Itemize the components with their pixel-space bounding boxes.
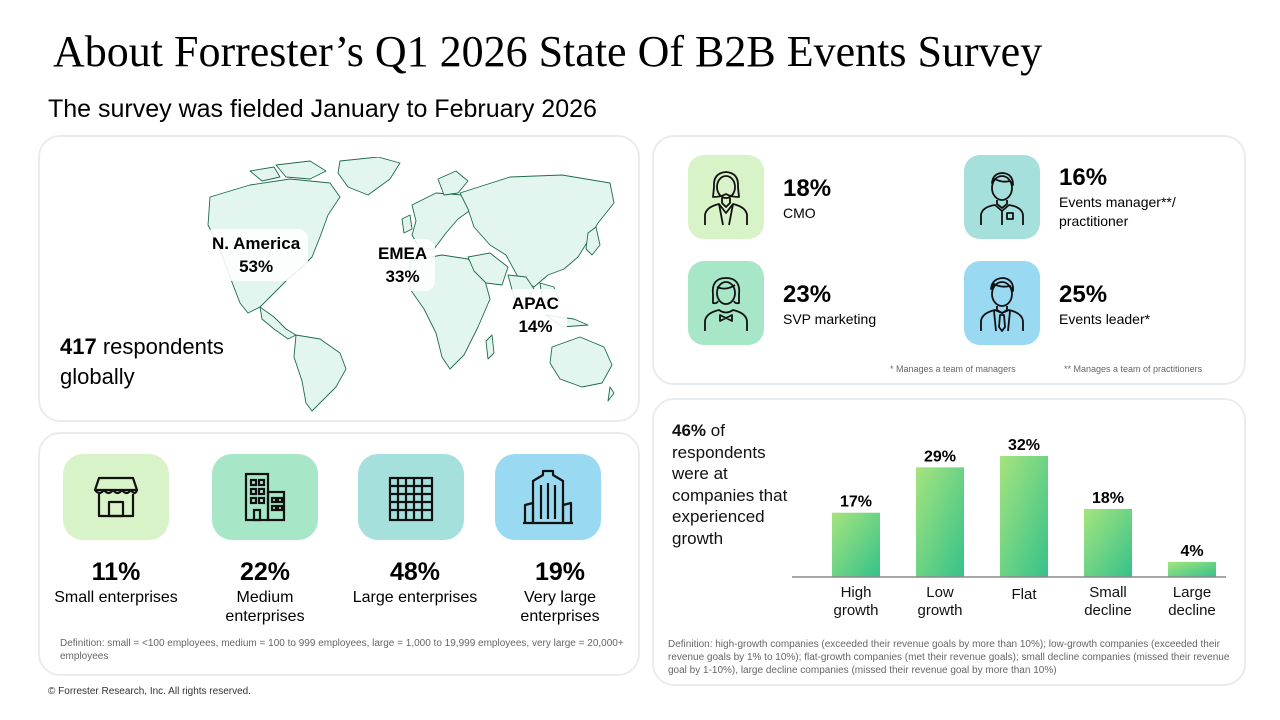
role-percent: 23% [783, 281, 832, 308]
category-label: Flat [1011, 586, 1037, 603]
bar-small-decline [1084, 508, 1132, 577]
bar-low-growth [916, 467, 964, 577]
size-label: Very large enterprises [520, 589, 600, 625]
person-suit-icon [704, 171, 748, 226]
office-building-icon [244, 472, 286, 522]
bar-large-decline [1168, 561, 1216, 577]
category-label: High growth [833, 584, 878, 619]
size-label: Small enterprises [54, 589, 178, 606]
category-label: Low growth [917, 584, 962, 619]
bar-high-growth [832, 512, 880, 577]
bar-flat [1000, 456, 1048, 577]
bar-value-label: 18% [1092, 490, 1124, 507]
role-percent: 25% [1059, 281, 1108, 308]
storefront-icon [93, 476, 139, 518]
company-size-definition: Definition: small = <100 employees, medi… [60, 638, 624, 662]
growth-definition: Definition: high-growth companies (excee… [668, 639, 1230, 676]
role-footnote-managers: * Manages a team of managers [890, 364, 1016, 374]
person-bowtie-icon [704, 277, 748, 331]
size-percent: 19% [534, 558, 586, 586]
bar-value-label: 29% [924, 448, 956, 465]
category-label: Large decline [1168, 584, 1216, 619]
respondents-total: 417 respondents globally [60, 334, 224, 389]
bar-value-label: 4% [1180, 543, 1203, 560]
role-percent: 18% [783, 175, 832, 202]
skyscraper-icon [523, 469, 573, 525]
region-label-apac: APAC 14% [504, 289, 567, 341]
page-subtitle: The survey was fielded January to Februa… [48, 95, 597, 123]
growth-bar-chart: 17% High growth 29% Low growth 32% Flat 18% Small… [792, 437, 1226, 619]
region-card: N. America 53% EMEA 33% APAC 14% 417 res… [38, 135, 640, 422]
size-percent: 11% [91, 558, 141, 586]
bar-value-label: 32% [1008, 437, 1040, 454]
size-tile [495, 454, 601, 540]
size-label: Medium enterprises [225, 589, 305, 625]
size-percent: 48% [389, 558, 441, 586]
roles-card: 18% CMO 16% Events manager**/ practition… [652, 135, 1246, 385]
role-label: Events leader* [1059, 311, 1151, 327]
role-label: SVP marketing [783, 311, 877, 327]
role-tile-cmo [688, 155, 764, 239]
role-tile-events-leader [964, 261, 1040, 345]
person-tie-icon [980, 277, 1024, 332]
growth-card: 46% of respondents were at companies tha… [652, 398, 1246, 686]
role-tile-svp-marketing [688, 261, 764, 345]
role-label: CMO [783, 205, 816, 221]
size-tile [358, 454, 464, 540]
size-label: Large enterprises [352, 589, 478, 606]
growth-summary: 46% of respondents were at companies tha… [672, 421, 788, 548]
size-tile [63, 454, 169, 540]
copyright: © Forrester Research, Inc. All rights re… [48, 686, 251, 697]
region-label-emea: EMEA 33% [370, 239, 436, 291]
page-title: About Forrester’s Q1 2026 State Of B2B E… [53, 27, 1043, 76]
role-label: Events manager**/ practitioner [1059, 194, 1176, 229]
large-building-icon [388, 476, 434, 522]
size-tile [212, 454, 318, 540]
role-tile-events-manager [964, 155, 1040, 239]
size-percent: 22% [239, 558, 291, 586]
bar-value-label: 17% [840, 494, 872, 511]
region-label-north-america: N. America 53% [204, 229, 309, 281]
company-size-card: 11% Small enterprises 22% Medium enterpr… [38, 432, 640, 676]
category-label: Small decline [1084, 584, 1132, 619]
role-footnote-practitioners: ** Manages a team of practitioners [1064, 364, 1203, 374]
role-percent: 16% [1059, 164, 1108, 191]
person-shirt-icon [980, 172, 1024, 225]
